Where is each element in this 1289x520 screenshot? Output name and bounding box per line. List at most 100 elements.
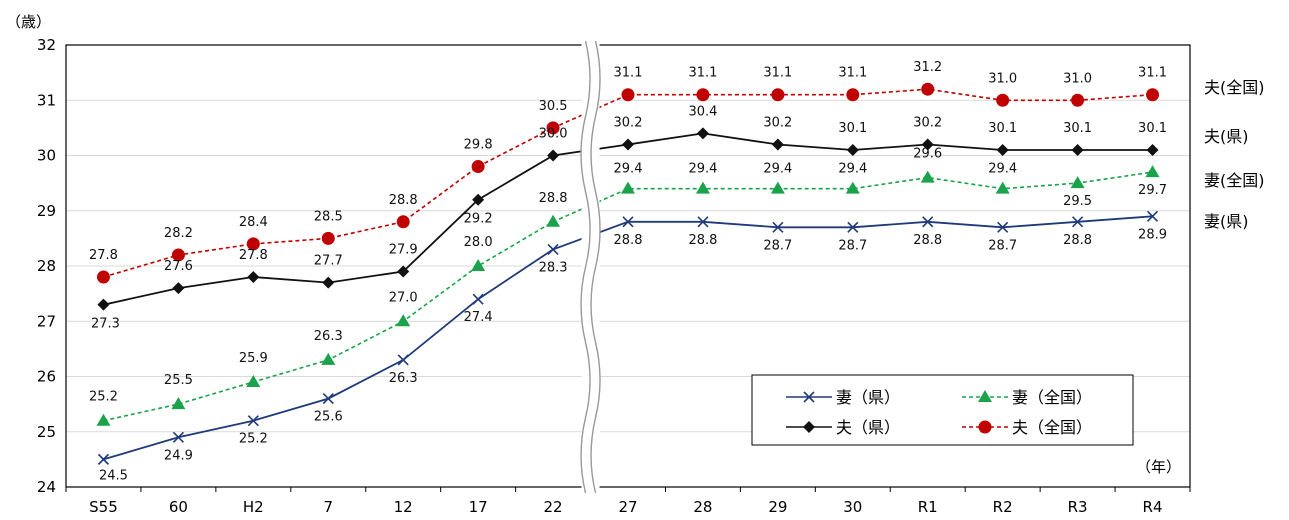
- x-tick-label: 12: [394, 498, 413, 516]
- data-label: 31.0: [1063, 71, 1092, 86]
- marker-x: [697, 216, 709, 228]
- marker-circle: [978, 420, 992, 434]
- marker-triangle: [546, 214, 561, 227]
- y-tick-labels: 24 25 26 27 28 29 30 31 32: [37, 36, 56, 496]
- y-tick-label: 29: [37, 202, 56, 220]
- data-label: 28.8: [614, 233, 643, 248]
- data-label: 26.3: [314, 329, 343, 344]
- data-label: 28.0: [464, 235, 493, 250]
- marker-diamond: [472, 193, 485, 206]
- x-tick-labels: S55 60 H2 7 12 17 22 27 28 29 30 R1 R2 R3 R4: [89, 498, 1162, 516]
- axis-break-wave: [580, 40, 591, 494]
- marker-x: [803, 391, 815, 403]
- data-label: 31.1: [688, 66, 717, 81]
- data-label: 28.8: [539, 191, 568, 206]
- side-labels: 夫(全国) 夫(県) 妻(全国) 妻(県): [1204, 78, 1265, 231]
- data-label: 29.4: [988, 162, 1017, 177]
- marker-diamond: [921, 138, 934, 151]
- data-label: 27.6: [164, 259, 193, 274]
- data-label: 29.4: [838, 162, 867, 177]
- marker-diamond: [97, 298, 110, 311]
- data-label: 25.6: [314, 410, 343, 425]
- series-line: [103, 88, 1153, 278]
- data-label: 30.1: [1138, 121, 1167, 136]
- x-tick-label: 28: [693, 498, 712, 516]
- data-label: 24.5: [99, 468, 128, 483]
- marker-triangle: [396, 314, 411, 327]
- marker-x: [397, 354, 409, 366]
- marker-x: [1072, 216, 1084, 228]
- x-tick-label: 27: [618, 498, 637, 516]
- marker-triangle: [321, 352, 336, 365]
- x-tick-label: 7: [323, 498, 333, 516]
- marker-diamond: [247, 271, 260, 284]
- x-tick-label: 29: [768, 498, 787, 516]
- marker-circle: [546, 121, 560, 135]
- data-label: 29.5: [1063, 194, 1092, 209]
- marker-circle: [471, 160, 485, 174]
- y-tick-label: 32: [37, 36, 56, 54]
- data-label: 28.7: [763, 238, 792, 253]
- data-label: 27.3: [91, 317, 120, 332]
- legend-label: 妻（全国）: [1012, 388, 1092, 407]
- marker-triangle: [246, 375, 261, 388]
- side-label: 妻(県): [1204, 212, 1249, 231]
- x-tick-label: R3: [1068, 498, 1088, 516]
- marker-x: [172, 431, 184, 443]
- marker-x: [922, 216, 934, 228]
- marker-triangle: [1070, 176, 1085, 189]
- legend-label: 夫（県）: [836, 418, 900, 437]
- marker-diamond: [1071, 143, 1084, 156]
- marker-triangle: [171, 397, 186, 410]
- y-tick-label: 25: [37, 423, 56, 441]
- data-label: 29.4: [688, 162, 717, 177]
- x-tick-label: 17: [469, 498, 488, 516]
- axes: [65, 44, 1191, 492]
- marker-triangle: [978, 390, 992, 402]
- y-tick-label: 31: [37, 91, 56, 109]
- x-tick-label: 30: [843, 498, 862, 516]
- data-label: 30.2: [614, 115, 643, 130]
- marker-x: [97, 453, 110, 465]
- axis-break-gap: [581, 41, 600, 493]
- data-label: 26.3: [389, 371, 418, 386]
- marker-diamond: [846, 143, 859, 156]
- marker-x: [472, 293, 484, 305]
- data-label: 27.0: [389, 290, 418, 305]
- data-label: 28.2: [164, 226, 193, 241]
- marker-circle: [771, 88, 785, 102]
- y-tick-label: 28: [37, 257, 56, 275]
- marker-diamond: [322, 276, 335, 289]
- data-label: 30.2: [913, 115, 942, 130]
- data-label: 28.8: [1063, 233, 1092, 248]
- legend-label: 夫（全国）: [1012, 418, 1092, 437]
- marker-diamond: [397, 265, 410, 278]
- marker-diamond: [1146, 143, 1159, 156]
- data-labels: 24.5 24.9 25.2 25.6 26.3 27.4 28.3 28.8 28.8 28.7…: [89, 60, 1167, 483]
- marker-circle: [1071, 93, 1085, 107]
- x-tick-label: R2: [993, 498, 1013, 516]
- data-label: 31.2: [913, 60, 942, 75]
- marker-circle: [996, 93, 1010, 107]
- data-label: 28.9: [1138, 227, 1167, 242]
- marker-x: [772, 221, 784, 233]
- marker-circle: [696, 88, 710, 102]
- data-label: 30.1: [988, 121, 1017, 136]
- data-label: 29.2: [464, 212, 493, 227]
- side-label: 夫(県): [1204, 127, 1249, 146]
- data-label: 30.2: [763, 115, 792, 130]
- data-label: 29.4: [614, 162, 643, 177]
- marker-circle: [921, 82, 935, 96]
- marker-diamond: [622, 138, 634, 151]
- marker-circle: [846, 88, 860, 102]
- data-label: 29.8: [464, 138, 493, 153]
- marker-triangle: [621, 181, 635, 194]
- marker-diamond: [696, 127, 709, 140]
- marker-triangle: [1145, 165, 1160, 178]
- marker-circle: [171, 248, 185, 262]
- marker-diamond: [803, 421, 815, 433]
- marker-triangle: [695, 181, 710, 194]
- side-label: 夫(全国): [1204, 78, 1265, 97]
- data-label: 27.9: [389, 243, 418, 258]
